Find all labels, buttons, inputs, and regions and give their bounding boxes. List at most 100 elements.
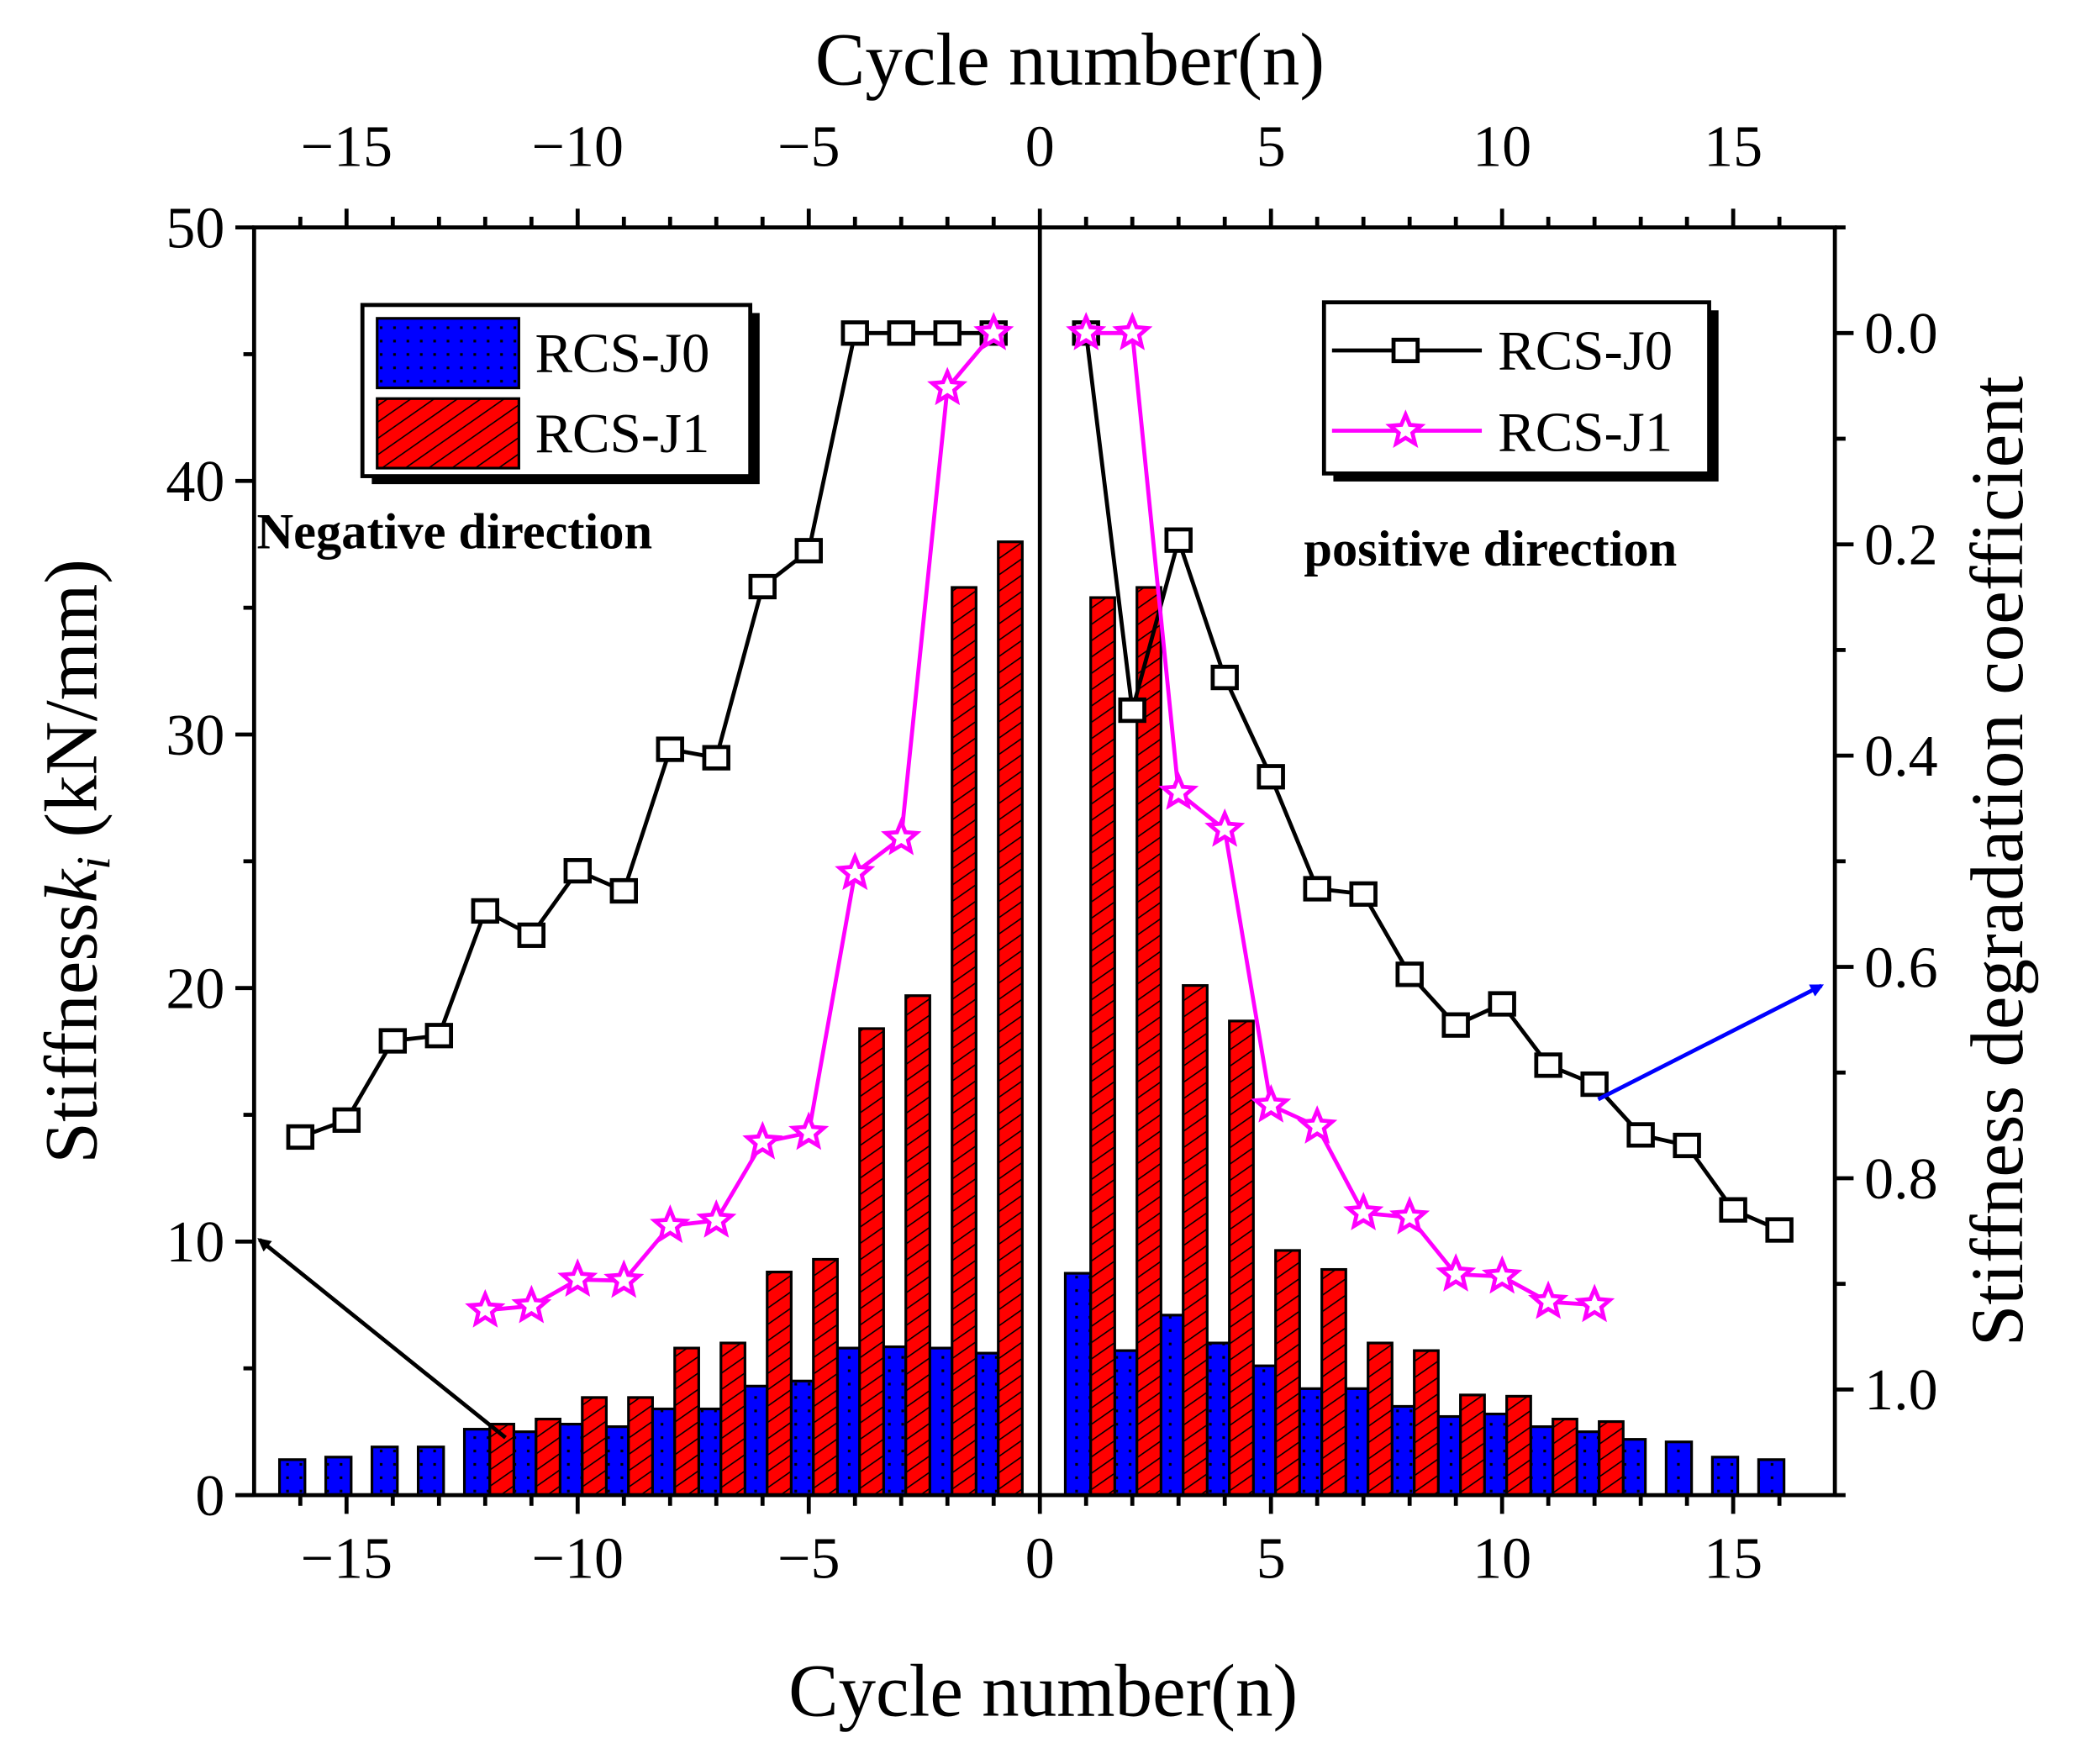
marker-square-j0 bbox=[1580, 1071, 1609, 1098]
marker-star-j1 bbox=[557, 1258, 598, 1298]
marker-square-j0 bbox=[1673, 1132, 1701, 1159]
line-legend: RCS-J0 RCS-J1 bbox=[1321, 300, 1719, 482]
legend-label-j0-bar: RCS-J0 bbox=[535, 322, 709, 384]
arrow-to-left-axis bbox=[257, 1238, 507, 1440]
marker-star-j1 bbox=[1204, 808, 1246, 847]
marker-square-j0 bbox=[748, 573, 777, 600]
y-tick-label-right: 0.8 bbox=[1864, 1147, 1938, 1212]
legend-marker-j0-line bbox=[1391, 337, 1420, 364]
marker-square-j0 bbox=[1118, 697, 1146, 724]
marker-square-j0 bbox=[517, 922, 545, 948]
marker-star-j1 bbox=[511, 1284, 552, 1324]
y-label-sub: i bbox=[67, 856, 120, 870]
bar-rcs-j1 bbox=[581, 1396, 608, 1497]
marker-square-j0 bbox=[1303, 876, 1331, 902]
marker-square-j0 bbox=[840, 320, 869, 346]
bar-rcs-j1 bbox=[1320, 1267, 1347, 1497]
marker-square-j0 bbox=[563, 858, 592, 884]
y-label-unit: (kN/mm) bbox=[31, 559, 113, 856]
star-icon bbox=[1385, 409, 1426, 448]
marker-star-j1 bbox=[788, 1111, 830, 1151]
marker-square-j0 bbox=[1210, 664, 1239, 691]
y-tick-label-left: 50 bbox=[166, 196, 224, 261]
marker-star-j1 bbox=[973, 312, 1014, 350]
marker-square-j0 bbox=[1441, 1012, 1470, 1038]
x-tick-label-top: 0 bbox=[1025, 114, 1055, 179]
y-tick-label-left: 30 bbox=[166, 703, 224, 768]
bar-rcs-j1 bbox=[1182, 984, 1209, 1497]
x-tick-label-bottom: −10 bbox=[532, 1527, 624, 1592]
axes: −15 −15 −10 −10 −5 −5 0 0 5 5 10 10 15 15 0 10 20 30 40 50 0… bbox=[166, 114, 1937, 1591]
bar-rcs-j0 bbox=[277, 1458, 307, 1497]
y-tick-label-right: 1.0 bbox=[1864, 1358, 1938, 1423]
marker-star-j1 bbox=[927, 366, 968, 406]
bar-rcs-j1 bbox=[535, 1417, 561, 1497]
marker-star-j1 bbox=[603, 1259, 645, 1298]
marker-square-j0 bbox=[424, 1023, 454, 1049]
marker-star-j1 bbox=[1389, 1196, 1430, 1235]
bar-rcs-j1 bbox=[766, 1270, 793, 1497]
line-rcs-j0 bbox=[299, 330, 994, 1140]
marker-square-j0 bbox=[1765, 1217, 1794, 1243]
y-tick-label-right: 0.6 bbox=[1864, 935, 1938, 1000]
bar-rcs-j0 bbox=[324, 1456, 353, 1497]
bar-rcs-j0 bbox=[370, 1445, 399, 1497]
annotation-positive-direction: positive direction bbox=[1304, 521, 1677, 577]
marker-square-j0 bbox=[656, 736, 684, 762]
marker-star-j1 bbox=[1158, 771, 1199, 810]
marker-square-j0 bbox=[1164, 527, 1193, 553]
marker-star-j1 bbox=[881, 816, 922, 856]
x-tick-label-top: −5 bbox=[777, 114, 840, 179]
bar-rcs-j0 bbox=[462, 1428, 492, 1497]
bar-rcs-j1 bbox=[488, 1422, 515, 1497]
bar-rcs-j0 bbox=[416, 1445, 445, 1497]
y-label-prefix: Stiffness bbox=[31, 903, 113, 1163]
x-tick-label-bottom: 15 bbox=[1704, 1527, 1762, 1592]
bar-series bbox=[277, 540, 1786, 1497]
line-series bbox=[286, 311, 1794, 1328]
marker-square-j0 bbox=[286, 1124, 315, 1151]
annotation-negative-direction: Negative direction bbox=[257, 503, 653, 560]
legend-marker-j1-line bbox=[1385, 409, 1426, 448]
bar-rcs-j1 bbox=[1413, 1349, 1440, 1497]
bar-rcs-j1 bbox=[1228, 1019, 1255, 1497]
y-tick-label-right: 0.2 bbox=[1864, 513, 1938, 578]
marker-square-j0 bbox=[1534, 1052, 1562, 1078]
bar-rcs-j1 bbox=[1552, 1417, 1578, 1497]
marker-star-j1 bbox=[1481, 1255, 1523, 1294]
marker-square-j0 bbox=[1719, 1197, 1747, 1223]
marker-star-j1 bbox=[1343, 1192, 1384, 1230]
y-label-var: k bbox=[31, 868, 113, 903]
bar-rcs-j1 bbox=[719, 1341, 746, 1497]
y-axis-title-left: Stiffnesski (kN/mm) bbox=[31, 559, 121, 1164]
marker-star-j1 bbox=[1112, 311, 1153, 350]
y-tick-label-left: 20 bbox=[166, 957, 224, 1022]
bar-rcs-j1 bbox=[1135, 586, 1162, 1497]
bar-legend: RCS-J0 RCS-J1 bbox=[360, 303, 760, 485]
x-tick-label-bottom: −15 bbox=[301, 1527, 393, 1592]
x-axis-title-top: Cycle number(n) bbox=[815, 18, 1325, 101]
bar-rcs-j1 bbox=[1274, 1249, 1301, 1497]
marker-star-j1 bbox=[1574, 1283, 1615, 1323]
marker-square-j0 bbox=[1488, 991, 1516, 1017]
marker-star-j1 bbox=[696, 1198, 737, 1238]
marker-square-j0 bbox=[378, 1028, 408, 1054]
marker-square-j0 bbox=[887, 320, 915, 346]
bar-rcs-j1 bbox=[627, 1396, 654, 1497]
bar-rcs-j0 bbox=[1664, 1440, 1694, 1497]
x-tick-label-bottom: −5 bbox=[777, 1527, 840, 1592]
bar-rcs-j1 bbox=[1459, 1393, 1486, 1497]
bar-rcs-j1 bbox=[858, 1027, 885, 1497]
marker-star-j1 bbox=[742, 1120, 783, 1160]
x-tick-label-top: 10 bbox=[1473, 114, 1531, 179]
marker-star-j1 bbox=[1297, 1105, 1338, 1144]
marker-star-j1 bbox=[1528, 1280, 1569, 1319]
bar-rcs-j1 bbox=[997, 540, 1024, 1497]
x-tick-label-bottom: 10 bbox=[1473, 1527, 1531, 1592]
x-tick-label-bottom: 5 bbox=[1257, 1527, 1286, 1592]
marker-square-j0 bbox=[609, 877, 638, 904]
y-tick-label-right: 0.4 bbox=[1864, 724, 1938, 789]
x-tick-label-bottom: 0 bbox=[1025, 1527, 1055, 1592]
